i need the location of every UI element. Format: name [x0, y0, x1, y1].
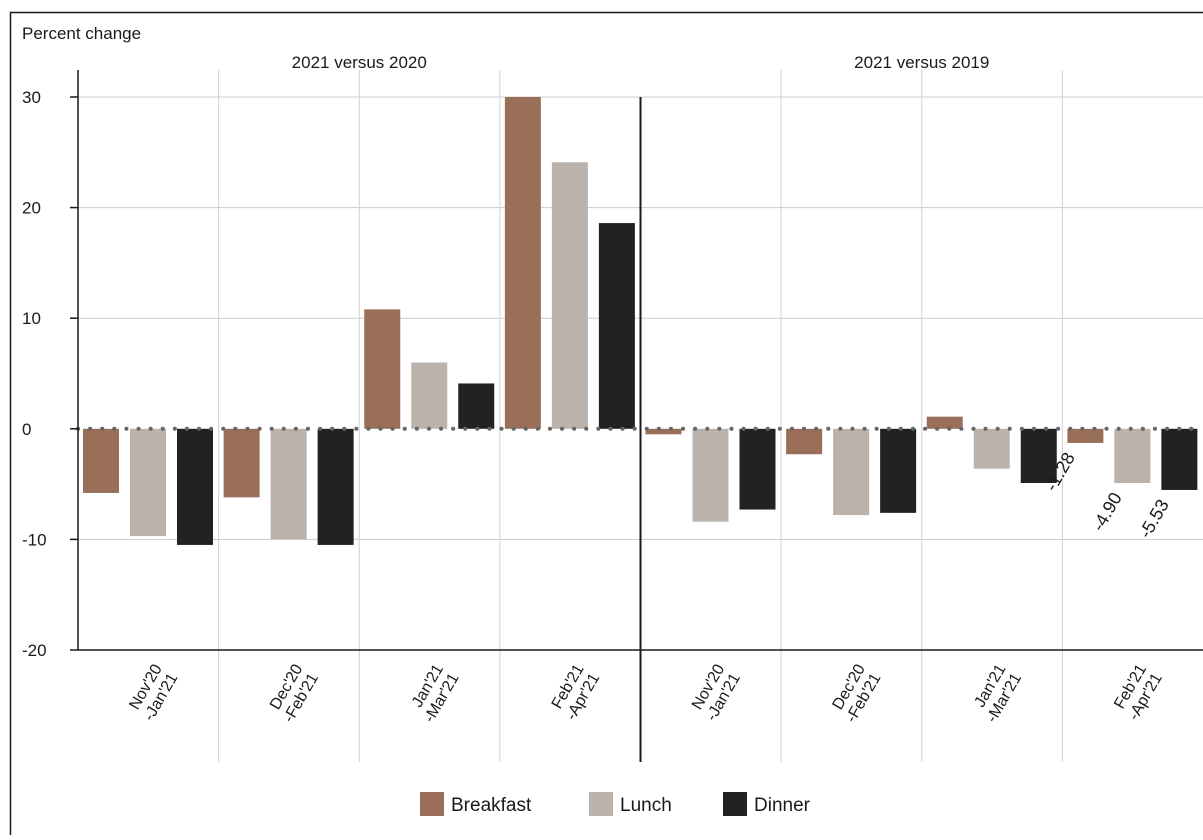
bar-lunch: [130, 429, 166, 536]
y-tick-label: 20: [22, 199, 41, 218]
bar-dinner: [458, 383, 494, 428]
bar-lunch: [693, 429, 729, 522]
legend-swatch-lunch: [589, 792, 613, 816]
bar-lunch: [271, 429, 307, 540]
y-tick-label: -10: [22, 530, 47, 549]
data-label: -5.53: [1135, 496, 1173, 542]
legend-swatch-breakfast: [420, 792, 444, 816]
bar-breakfast: [1067, 429, 1103, 443]
bar-breakfast: [786, 429, 822, 454]
legend-label-dinner: Dinner: [754, 795, 811, 816]
bar-breakfast: [364, 309, 400, 428]
data-label: -4.90: [1088, 489, 1126, 535]
x-tick-label: Dec'20-Feb'21: [265, 661, 322, 725]
legend: Breakfast Lunch Dinner: [420, 792, 811, 816]
labels-layer: 2021 versus 2020 Nov'20-Jan'21 Dec'20-Feb'…: [125, 53, 1173, 726]
x-tick-label: Jan'21-Mar'21: [968, 661, 1025, 725]
legend-label-lunch: Lunch: [620, 795, 672, 816]
y-axis-label: Percent change: [22, 24, 141, 43]
bar-lunch: [1114, 429, 1150, 483]
bar-dinner: [177, 429, 213, 545]
bar-dinner: [740, 429, 776, 510]
bar-dinner: [880, 429, 916, 513]
x-tick-label: Nov'20-Jan'21: [125, 661, 181, 724]
bar-lunch: [833, 429, 869, 515]
panel-title: 2021 versus 2020: [292, 53, 427, 72]
bar-dinner: [318, 429, 354, 545]
x-tick-label: Dec'20-Feb'21: [827, 661, 884, 725]
bar-dinner: [599, 223, 635, 429]
bar-lunch: [974, 429, 1010, 469]
legend-label-breakfast: Breakfast: [451, 795, 532, 816]
legend-swatch-dinner: [723, 792, 747, 816]
y-tick-label: 30: [22, 88, 41, 107]
bar-breakfast: [646, 429, 682, 435]
bar-breakfast: [83, 429, 119, 493]
y-tick-label: -20: [22, 641, 47, 660]
x-tick-label: Feb'21-Apr'21: [1110, 661, 1166, 723]
bar-breakfast: [505, 97, 541, 429]
bar-lunch: [411, 362, 447, 428]
x-tick-label: Jan'21-Mar'21: [405, 661, 462, 725]
bar-dinner: [1161, 429, 1197, 490]
panel-title: 2021 versus 2019: [854, 53, 989, 72]
bar-breakfast: [224, 429, 260, 498]
bar-breakfast: [927, 417, 963, 429]
bar-lunch: [552, 162, 588, 429]
x-tick-label: Nov'20-Jan'21: [688, 661, 744, 724]
x-tick-label: Feb'21-Apr'21: [547, 661, 603, 723]
y-tick-label: 10: [22, 309, 41, 328]
y-tick-label: 0: [22, 420, 31, 439]
